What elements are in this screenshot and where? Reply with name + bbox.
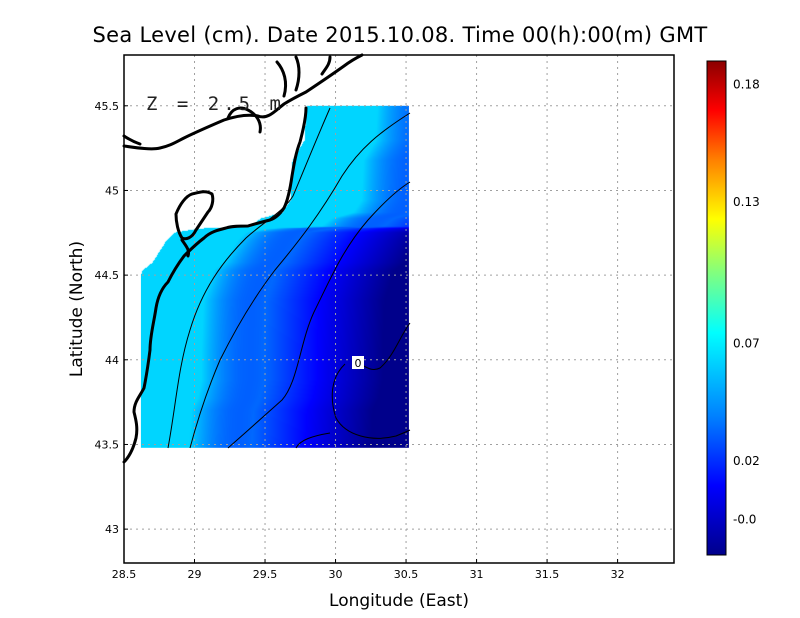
coastline-lake — [226, 106, 262, 134]
colorbar-ticks: -0.0 0.02 0.07 0.13 0.18 — [733, 78, 760, 527]
contour-line — [167, 107, 331, 449]
coastline — [122, 53, 364, 464]
contour-line — [189, 112, 411, 449]
x-axis-title: Longitude (East) — [329, 591, 469, 611]
coastline-bay — [174, 190, 215, 241]
colorbar-tick-label: 0.02 — [733, 454, 760, 468]
depth-annotation: Z = 2.5 m — [146, 93, 285, 115]
sea-level-field — [140, 105, 409, 448]
y-tick-label: 45 — [105, 184, 119, 197]
x-tick-label: 29.5 — [253, 568, 278, 581]
y-tick-label: 43.5 — [95, 438, 120, 451]
y-axis-title: Latitude (North) — [67, 241, 87, 377]
contour-line — [295, 432, 331, 449]
coastline-lagoon — [180, 238, 190, 258]
x-tick-label: 31.5 — [535, 568, 560, 581]
contour-line — [331, 363, 411, 439]
x-tick-label: 29 — [188, 568, 202, 581]
plot-frame — [123, 54, 675, 564]
y-tick-label: 45.5 — [95, 100, 120, 113]
colorbar-tick-label: -0.0 — [733, 513, 756, 527]
figure-title: Sea Level (cm). Date 2015.10.08. Time 00… — [92, 23, 707, 47]
colorbar-tick-label: 0.18 — [733, 78, 760, 92]
svg-text:0: 0 — [355, 357, 362, 370]
x-axis-ticks: 28.5 29 29.5 30 30.5 31 31.5 32 — [112, 559, 625, 581]
contour-label: 0 — [352, 356, 364, 370]
y-tick-label: 44.5 — [95, 269, 120, 282]
colorbar-tick-label: 0.13 — [733, 195, 760, 209]
x-tick-label: 28.5 — [112, 568, 137, 581]
colorbar-tick-label: 0.07 — [733, 336, 760, 350]
x-tick-label: 30 — [329, 568, 343, 581]
coastline-west — [122, 106, 308, 464]
contour-line — [227, 181, 411, 449]
x-tick-label: 30.5 — [394, 568, 419, 581]
colorbar — [706, 60, 727, 556]
contour-lines — [167, 107, 411, 449]
coastline-delta — [275, 55, 332, 98]
y-axis-ticks: 43 43.5 44 44.5 45 45.5 — [95, 100, 128, 536]
x-tick-label: 32 — [611, 568, 625, 581]
y-tick-label: 43 — [105, 523, 119, 536]
coastline-main — [122, 53, 364, 151]
contour-line — [359, 322, 411, 370]
x-tick-label: 31 — [470, 568, 484, 581]
y-tick-label: 44 — [105, 354, 119, 367]
coastline-danube — [122, 134, 142, 146]
